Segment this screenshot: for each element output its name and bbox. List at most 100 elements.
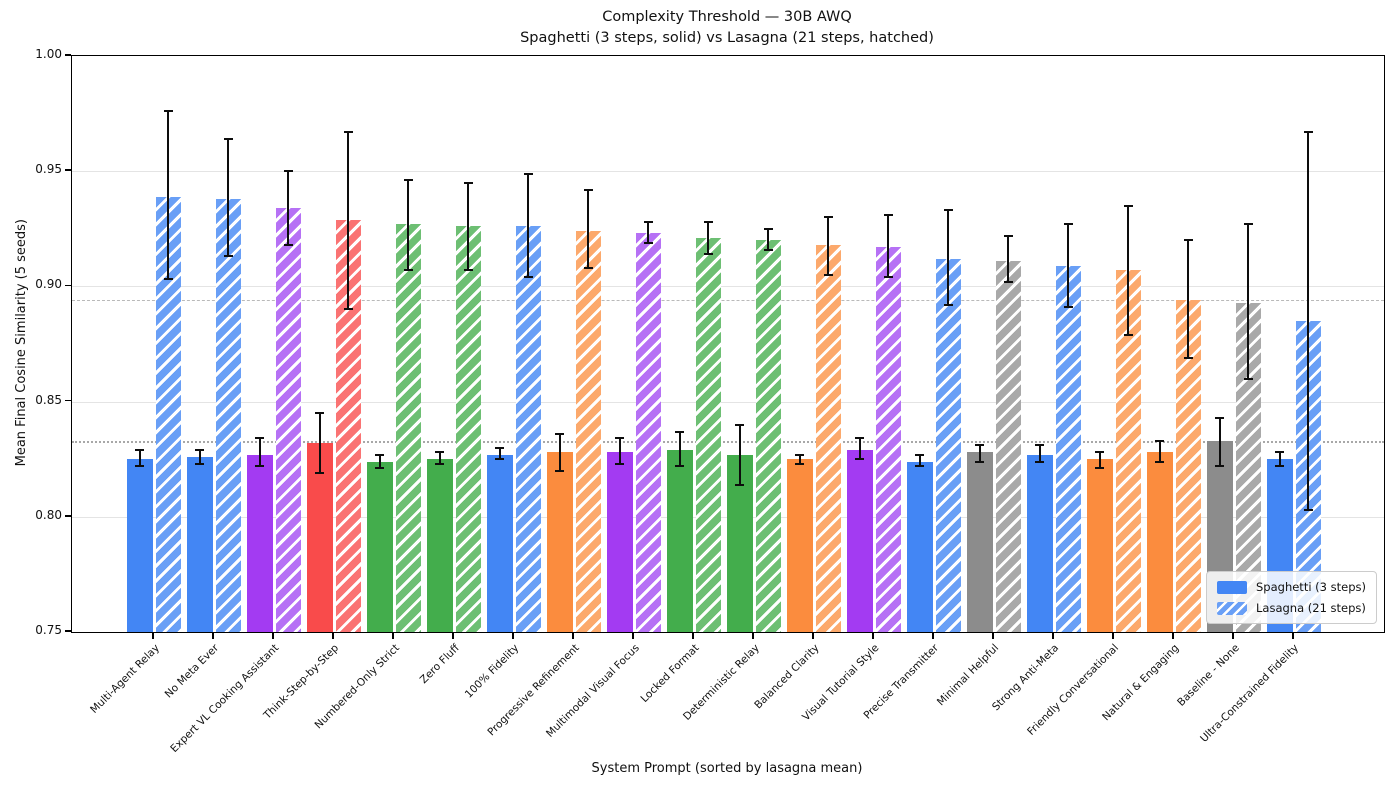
- x-tick-mark: [872, 632, 874, 639]
- bar-lasagna-multimodal-visual-focus: [635, 233, 661, 632]
- errorbar-cap: [1003, 234, 1013, 237]
- bar-lasagna-zero-fluff: [455, 226, 481, 632]
- errorbar-cap: [403, 269, 413, 272]
- bar-lasagna-numbered-only-strict: [395, 224, 421, 632]
- errorbar-cap: [135, 448, 145, 451]
- bar-lasagna-expert-vl-cooking-assistant: [275, 208, 301, 632]
- x-tick-mark: [1292, 632, 1294, 639]
- bar-spaghetti-no-meta-ever: [187, 456, 213, 632]
- x-tick-label: Baseline - None: [1174, 642, 1242, 709]
- errorbar-line: [498, 447, 501, 460]
- errorbar-cap: [315, 412, 325, 415]
- errorbar-cap: [135, 465, 145, 468]
- errorbar-cap: [915, 453, 925, 456]
- errorbar-cap: [915, 465, 925, 468]
- x-tick-mark: [212, 632, 214, 639]
- errorbar-cap: [163, 110, 173, 113]
- errorbar-line: [198, 449, 201, 464]
- x-tick-mark: [632, 632, 634, 639]
- errorbar-line: [798, 454, 801, 464]
- errorbar-cap: [1275, 465, 1285, 468]
- errorbar-cap: [435, 462, 445, 465]
- errorbar-cap: [283, 243, 293, 246]
- errorbar-line: [527, 173, 530, 278]
- errorbar-cap: [1063, 223, 1073, 226]
- bar-spaghetti-think-step-by-step: [307, 443, 333, 632]
- legend-entry-spaghetti: Spaghetti (3 steps): [1217, 580, 1366, 594]
- errorbar-cap: [523, 172, 533, 175]
- x-tick-mark: [572, 632, 574, 639]
- x-tick-mark: [692, 632, 694, 639]
- errorbar-cap: [495, 446, 505, 449]
- x-tick-label: Balanced Clarity: [752, 642, 822, 712]
- errorbar-cap: [1155, 439, 1165, 442]
- errorbar-line: [738, 424, 741, 485]
- errorbar-cap: [643, 241, 653, 244]
- errorbar-line: [1278, 452, 1281, 467]
- bar-lasagna-progressive-refinement: [575, 231, 601, 632]
- x-tick-mark: [452, 632, 454, 639]
- errorbar-line: [947, 210, 950, 305]
- errorbar-line: [1067, 224, 1070, 308]
- errorbar-line: [138, 449, 141, 467]
- errorbar-cap: [883, 276, 893, 279]
- y-tick-label: 0.90: [35, 277, 62, 292]
- errorbar-cap: [463, 269, 473, 272]
- errorbar-cap: [1243, 223, 1253, 226]
- bar-spaghetti-progressive-refinement: [547, 452, 573, 632]
- x-tick-mark: [272, 632, 274, 639]
- errorbar-line: [587, 189, 590, 268]
- errorbar-cap: [583, 188, 593, 191]
- errorbar-line: [918, 454, 921, 467]
- bar-spaghetti-friendly-conversational: [1087, 459, 1113, 632]
- bar-spaghetti-visual-tutorial-style: [847, 449, 873, 632]
- legend-label-spaghetti: Spaghetti (3 steps): [1256, 580, 1366, 594]
- errorbar-cap: [975, 460, 985, 463]
- errorbar-cap: [283, 170, 293, 173]
- errorbar-cap: [855, 458, 865, 461]
- bar-lasagna-locked-format: [695, 238, 721, 632]
- errorbar-cap: [1215, 465, 1225, 468]
- errorbar-cap: [555, 432, 565, 435]
- errorbar-line: [858, 438, 861, 460]
- errorbar-cap: [223, 255, 233, 258]
- x-tick-label: No Meta Ever: [163, 642, 222, 701]
- errorbar-cap: [615, 462, 625, 465]
- y-tick-mark: [65, 630, 71, 632]
- errorbar-cap: [195, 462, 205, 465]
- bar-spaghetti-strong-anti-meta: [1027, 454, 1053, 632]
- errorbar-cap: [1183, 356, 1193, 359]
- y-tick-label: 0.75: [35, 623, 62, 637]
- errorbar-line: [227, 138, 230, 257]
- errorbar-cap: [195, 448, 205, 451]
- errorbar-cap: [675, 430, 685, 433]
- errorbar-line: [1218, 417, 1221, 467]
- y-tick-mark: [65, 515, 71, 517]
- bar-lasagna-100-fidelity: [515, 226, 541, 632]
- y-tick-label: 0.95: [35, 162, 62, 177]
- bar-spaghetti-locked-format: [667, 449, 693, 632]
- errorbar-cap: [1003, 280, 1013, 283]
- x-tick-mark: [332, 632, 334, 639]
- bar-lasagna-minimal-helpful: [995, 261, 1021, 632]
- bar-lasagna-strong-anti-meta: [1055, 265, 1081, 632]
- errorbar-line: [887, 214, 890, 278]
- x-tick-label: Expert VL Cooking Assistant: [168, 642, 282, 755]
- reference-line-dashed: [72, 300, 1384, 302]
- legend-label-lasagna: Lasagna (21 steps): [1256, 601, 1366, 615]
- errorbar-cap: [735, 483, 745, 486]
- errorbar-cap: [343, 131, 353, 134]
- errorbar-line: [1127, 205, 1130, 335]
- bar-spaghetti-natural-engaging: [1147, 452, 1173, 632]
- errorbar-line: [1007, 235, 1010, 282]
- gridline-0.95: [72, 171, 1384, 173]
- x-tick-mark: [932, 632, 934, 639]
- errorbar-cap: [763, 227, 773, 230]
- bar-spaghetti-balanced-clarity: [787, 459, 813, 632]
- errorbar-line: [258, 438, 261, 467]
- errorbar-cap: [1095, 467, 1105, 470]
- errorbar-cap: [255, 465, 265, 468]
- bar-spaghetti-multi-agent-relay: [127, 459, 153, 632]
- legend-swatch-solid: [1217, 580, 1247, 594]
- errorbar-cap: [763, 248, 773, 251]
